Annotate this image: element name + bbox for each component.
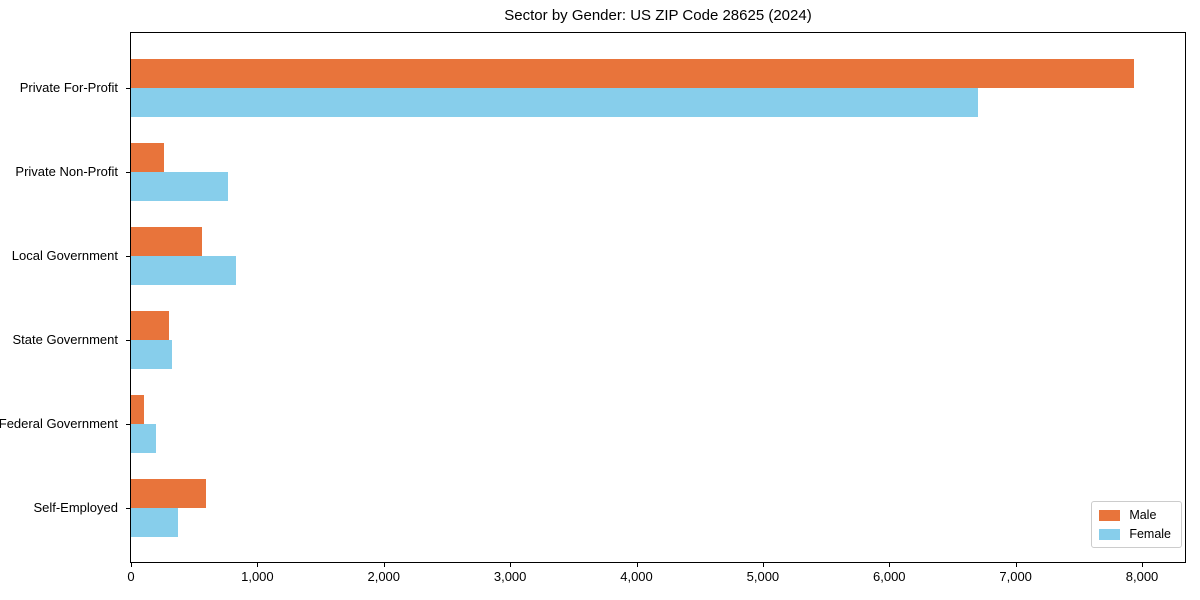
x-tick-mark — [131, 563, 132, 567]
y-tick-mark — [126, 256, 130, 257]
bar-male-private-for-profit — [131, 59, 1134, 88]
y-tick-mark — [126, 172, 130, 173]
y-tick-mark — [126, 88, 130, 89]
bar-male-self-employed — [131, 479, 206, 508]
legend-swatch-male — [1099, 509, 1121, 521]
bar-female-self-employed — [131, 508, 178, 537]
y-tick-mark — [126, 508, 130, 509]
bar-male-private-non-profit — [131, 143, 164, 172]
x-tick-mark — [1142, 563, 1144, 567]
bar-male-local-government — [131, 227, 202, 256]
x-tick-mark — [383, 563, 385, 567]
y-tick-label-state-government: State Government — [12, 332, 119, 347]
x-tick-mark — [510, 563, 512, 567]
bar-male-state-government — [131, 311, 169, 340]
x-tick-mark — [257, 563, 259, 567]
legend-item-male: Male — [1099, 508, 1171, 522]
x-tick-mark — [636, 563, 638, 567]
legend: Male Female — [1091, 501, 1182, 548]
bar-female-private-for-profit — [131, 88, 978, 117]
y-tick-label-federal-government: Federal Government — [0, 416, 118, 431]
y-tick-mark — [126, 424, 130, 425]
y-axis: Private For-Profit Private Non-Profit Loca… — [0, 32, 122, 563]
x-tick-label-4000: 4,000 — [620, 569, 653, 584]
x-tick-label-3000: 3,000 — [493, 569, 527, 584]
x-tick-mark — [1015, 563, 1017, 567]
y-tick-mark — [126, 340, 130, 341]
bar-female-federal-government — [131, 424, 156, 453]
legend-label-female: Female — [1129, 527, 1171, 541]
bar-female-state-government — [131, 340, 172, 369]
legend-label-male: Male — [1129, 508, 1157, 522]
y-tick-label-private-non-profit: Private Non-Profit — [15, 164, 118, 179]
bar-female-local-government — [131, 256, 236, 285]
x-tick-label-0: 0 — [127, 569, 135, 584]
x-tick-mark — [889, 563, 891, 567]
bar-female-private-non-profit — [131, 172, 228, 201]
x-tick-label-6000: 6,000 — [872, 569, 906, 584]
legend-swatch-female — [1099, 528, 1121, 540]
x-tick-label-1000: 1,000 — [241, 569, 274, 584]
x-tick-mark — [762, 563, 764, 567]
legend-item-female: Female — [1099, 527, 1171, 541]
x-tick-label-8000: 8,000 — [1125, 569, 1159, 584]
y-tick-label-private-for-profit: Private For-Profit — [19, 80, 118, 95]
x-tick-label-2000: 2,000 — [367, 569, 401, 584]
plot-area: Male Female — [126, 32, 1186, 563]
y-tick-label-local-government: Local Government — [11, 248, 118, 263]
bar-male-federal-government — [131, 395, 144, 424]
x-tick-label-5000: 5,000 — [746, 569, 780, 584]
chart-title: Sector by Gender: US ZIP Code 28625 (202… — [504, 7, 812, 24]
y-tick-label-self-employed: Self-Employed — [33, 500, 118, 515]
x-axis: 0 1,000 2,000 3,000 4,000 5,000 6,000 7,000 8,00… — [127, 563, 1186, 595]
x-tick-label-7000: 7,000 — [999, 569, 1032, 584]
